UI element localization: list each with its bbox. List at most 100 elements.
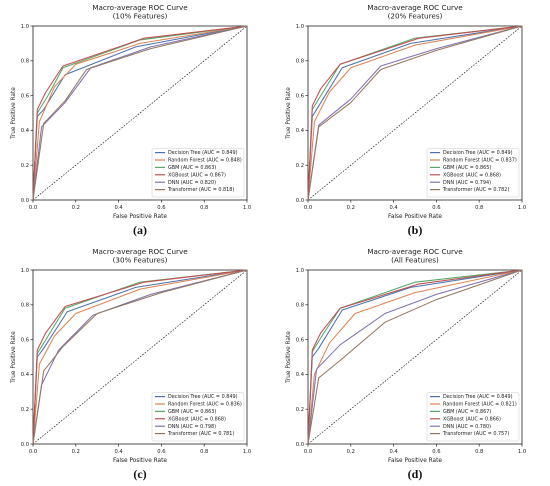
legend-entry: GBM (AUC = 0.867)	[443, 409, 491, 415]
legend-entry: DNN (AUC = 0.798)	[168, 424, 216, 430]
roc-curve	[307, 25, 523, 201]
legend-entry: Decision Tree (AUC = 0.849)	[443, 394, 513, 400]
legend-entry: Decision Tree (AUC = 0.849)	[168, 150, 238, 156]
x-axis-label: False Positive Rate	[388, 214, 442, 220]
y-tick-label: 0.0	[296, 198, 304, 204]
legend-entry: GBM (AUC = 0.863)	[168, 409, 216, 415]
x-tick-label: 0.4	[389, 205, 398, 211]
y-axis-label: True Positive Rate	[286, 87, 292, 140]
roc-curve	[32, 25, 248, 201]
x-tick-label: 0.6	[432, 449, 440, 455]
roc-curve	[32, 269, 248, 445]
y-tick-label: 0.4	[21, 372, 30, 378]
roc-curve	[307, 269, 523, 445]
legend-box	[151, 148, 245, 198]
chart-title: Macro-average ROC Curve	[367, 3, 463, 12]
panel-label: (a)	[133, 223, 147, 237]
plot-frame	[307, 269, 523, 445]
chart-title: Macro-average ROC Curve	[92, 247, 188, 256]
y-tick-label: 0.6	[21, 337, 29, 343]
y-tick-label: 1.0	[296, 24, 304, 30]
y-tick-label: 0.6	[296, 93, 304, 99]
x-tick-label: 0.4	[389, 449, 398, 455]
y-tick-label: 0.2	[296, 407, 304, 413]
roc-panel: Macro-average ROC Curve (All Features) 0.0…	[278, 244, 548, 484]
y-tick-label: 0.0	[21, 198, 29, 204]
x-tick-label: 0.2	[347, 205, 355, 211]
x-tick-label: 0.6	[157, 449, 165, 455]
panel-label: (d)	[408, 467, 423, 481]
x-tick-label: 0.0	[29, 449, 37, 455]
roc-curve	[307, 269, 523, 445]
legend-box	[426, 148, 520, 198]
legend-entry: Random Forest (AUC = 0.821)	[443, 402, 517, 408]
x-tick-label: 0.8	[200, 449, 208, 455]
legend-entry: XGBoost (AUC = 0.868)	[443, 172, 501, 178]
x-tick-label: 1.0	[243, 205, 251, 211]
roc-curve	[307, 269, 523, 445]
x-tick-label: 0.4	[114, 205, 123, 211]
y-tick-label: 0.0	[21, 442, 29, 448]
legend-entry: XGBoost (AUC = 0.867)	[168, 172, 226, 178]
roc-chart: Macro-average ROC Curve(30% Features) 0.0…	[11, 247, 251, 481]
chart-title: Macro-average ROC Curve	[367, 247, 463, 256]
roc-curve	[307, 25, 523, 201]
plot-frame	[32, 25, 248, 201]
x-tick-label: 0.8	[475, 205, 483, 211]
legend-entry: Random Forest (AUC = 0.836)	[168, 402, 242, 408]
chance-line	[307, 269, 523, 445]
roc-curve	[32, 25, 248, 201]
chance-line	[32, 25, 248, 201]
x-tick-label: 1.0	[518, 449, 526, 455]
roc-panel: Macro-average ROC Curve (10% Features) 0.0…	[3, 0, 273, 240]
roc-curve	[307, 269, 523, 445]
roc-panel: Macro-average ROC Curve (30% Features) 0.0…	[3, 244, 273, 484]
plot-frame	[307, 25, 523, 201]
y-tick-label: 0.8	[296, 303, 304, 309]
chance-line	[32, 269, 248, 445]
y-tick-label: 0.6	[21, 93, 29, 99]
legend-entry: Random Forest (AUC = 0.848)	[168, 158, 242, 164]
legend: Decision Tree (AUC = 0.849) Random Forest…	[426, 148, 520, 198]
roc-curve	[32, 25, 248, 201]
legend-entry: DNN (AUC = 0.794)	[443, 180, 491, 186]
chart-subtitle: (30% Features)	[113, 256, 168, 265]
chart-subtitle: (20% Features)	[388, 12, 443, 21]
legend-entry: Random Forest (AUC = 0.837)	[443, 158, 517, 164]
y-axis-label: True Positive Rate	[286, 331, 292, 384]
y-tick-label: 0.4	[296, 128, 305, 134]
panel-label: (c)	[133, 467, 146, 481]
legend-entry: Transformer (AUC = 0.781)	[167, 431, 234, 437]
roc-curve	[32, 25, 248, 201]
legend-entry: Transformer (AUC = 0.818)	[167, 187, 234, 193]
x-tick-label: 0.2	[72, 449, 80, 455]
legend-entry: Transformer (AUC = 0.782)	[442, 187, 509, 193]
roc-curve	[32, 269, 248, 445]
legend-entry: Decision Tree (AUC = 0.849)	[443, 150, 513, 156]
y-tick-label: 0.8	[21, 59, 29, 65]
x-tick-label: 0.6	[157, 205, 165, 211]
y-tick-label: 0.2	[296, 163, 304, 169]
legend: Decision Tree (AUC = 0.849) Random Forest…	[151, 392, 245, 442]
y-tick-label: 0.6	[296, 337, 304, 343]
legend: Decision Tree (AUC = 0.849) Random Forest…	[151, 148, 245, 198]
legend-entry: DNN (AUC = 0.780)	[443, 424, 491, 430]
x-tick-label: 0.4	[114, 449, 123, 455]
y-tick-label: 0.8	[296, 59, 304, 65]
y-tick-label: 1.0	[296, 268, 304, 274]
legend-entry: GBM (AUC = 0.863)	[168, 165, 216, 171]
x-tick-label: 0.2	[72, 205, 80, 211]
x-axis-label: False Positive Rate	[388, 458, 442, 464]
plot-frame	[32, 269, 248, 445]
x-tick-label: 0.8	[475, 449, 483, 455]
legend-box	[426, 392, 520, 442]
roc-panel: Macro-average ROC Curve (20% Features) 0.0…	[278, 0, 548, 240]
x-tick-label: 1.0	[518, 205, 526, 211]
legend-entry: Transformer (AUC = 0.757)	[442, 431, 509, 437]
y-axis-label: True Positive Rate	[11, 331, 17, 384]
x-tick-label: 0.2	[347, 449, 355, 455]
panel-label: (b)	[408, 223, 423, 237]
roc-curve	[32, 269, 248, 445]
y-tick-label: 0.8	[21, 303, 29, 309]
legend-box	[151, 392, 245, 442]
